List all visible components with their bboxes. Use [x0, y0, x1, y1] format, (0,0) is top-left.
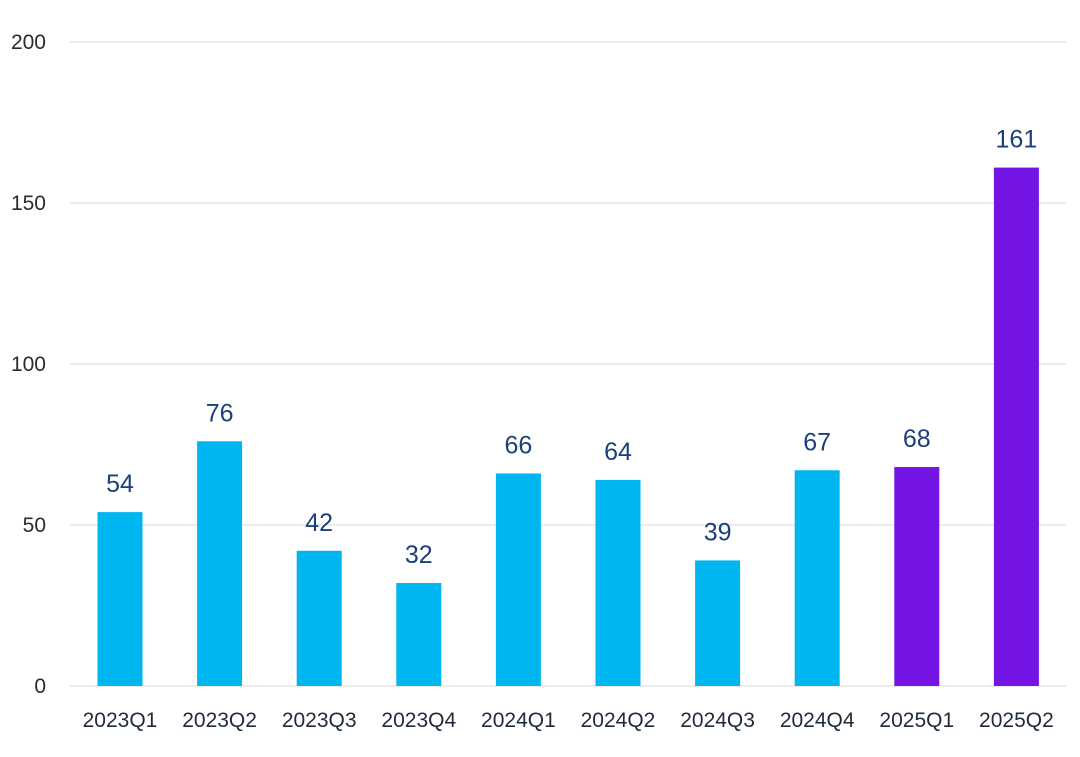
bar-2024Q4 — [794, 470, 840, 686]
bar-2024Q1 — [495, 473, 541, 686]
y-axis-ticks: 0 50 100 150 200 — [11, 31, 46, 698]
value-label-2024Q4: 67 — [803, 428, 831, 456]
value-label-2023Q2: 76 — [206, 399, 234, 427]
x-tick-label-2024Q4: 2024Q4 — [780, 709, 855, 732]
value-label-2023Q4: 32 — [405, 541, 433, 569]
x-tick-label-2023Q4: 2023Q4 — [381, 709, 456, 732]
value-label-2024Q1: 66 — [504, 431, 532, 459]
x-tick-label-2025Q2: 2025Q2 — [979, 709, 1054, 732]
x-tick-label-2023Q1: 2023Q1 — [83, 709, 158, 732]
value-label-2023Q1: 54 — [106, 470, 134, 498]
bar-2025Q1 — [894, 467, 940, 686]
x-tick-label-2023Q3: 2023Q3 — [282, 709, 357, 732]
x-tick-label-2025Q1: 2025Q1 — [879, 709, 954, 732]
y-tick-label: 200 — [11, 31, 46, 54]
x-tick-label-2023Q2: 2023Q2 — [182, 709, 257, 732]
bar-2025Q2 — [993, 167, 1039, 686]
bar-2023Q4 — [396, 582, 442, 686]
value-labels: 54 76 42 32 66 64 39 67 68 161 — [106, 126, 1037, 569]
y-tick-label: 0 — [34, 675, 46, 698]
x-tick-label-2024Q3: 2024Q3 — [680, 709, 755, 732]
bar-2023Q2 — [197, 441, 243, 686]
bar-2023Q3 — [296, 550, 342, 686]
value-label-2025Q2: 161 — [996, 126, 1038, 154]
y-tick-label: 150 — [11, 192, 46, 215]
bar-2023Q1 — [97, 512, 143, 686]
value-label-2023Q3: 42 — [305, 509, 333, 537]
value-label-2025Q1: 68 — [903, 425, 931, 453]
value-label-2024Q2: 64 — [604, 438, 632, 466]
bar-2024Q2 — [595, 479, 641, 686]
bar-2024Q3 — [695, 560, 741, 686]
x-tick-label-2024Q2: 2024Q2 — [581, 709, 656, 732]
x-axis-ticks: 2023Q1 2023Q2 2023Q3 2023Q4 2024Q1 2024Q2 2024… — [83, 709, 1054, 732]
y-tick-label: 100 — [11, 353, 46, 376]
x-tick-label-2024Q1: 2024Q1 — [481, 709, 556, 732]
bars — [97, 167, 1039, 686]
value-label-2024Q3: 39 — [704, 518, 732, 546]
y-tick-label: 50 — [23, 514, 46, 537]
